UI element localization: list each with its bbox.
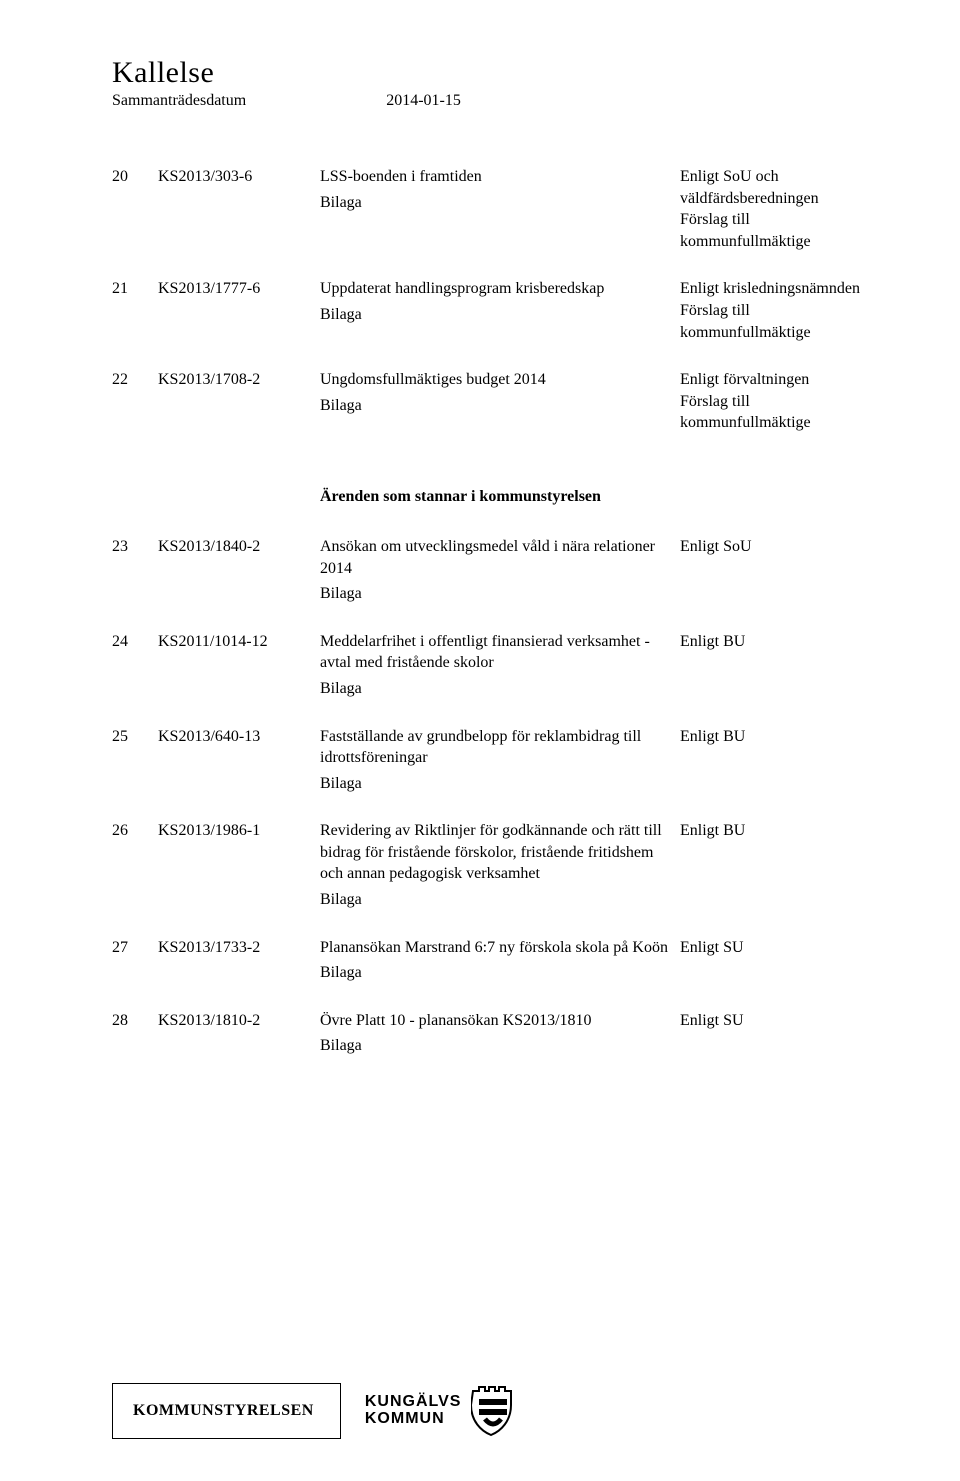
item-title-cell: LSS-boenden i framtiden Bilaga (320, 166, 668, 213)
item-title-cell: Uppdaterat handlingsprogram krisberedska… (320, 278, 668, 325)
item-title: Ansökan om utvecklingsmedel våld i nära … (320, 536, 668, 579)
header-subtitle-label: Sammanträdesdatum (112, 92, 246, 110)
section-heading-row: Ärenden som stannar i kommunstyrelsen (112, 488, 870, 506)
agenda-items: 20 KS2013/303-6 LSS-boenden i framtiden … (112, 166, 870, 1057)
item-right: Enligt BU (680, 726, 870, 748)
item-title: Meddelarfrihet i offentligt finansierad … (320, 631, 668, 674)
item-title-cell: Övre Platt 10 - planansökan KS2013/1810 … (320, 1010, 668, 1057)
item-attachment-label: Bilaga (320, 304, 668, 326)
item-right: Enligt BU (680, 631, 870, 653)
page-footer: KOMMUNSTYRELSEN KUNGÄLVS KOMMUN (112, 1383, 515, 1439)
item-title-cell: Fastställande av grundbelopp för reklamb… (320, 726, 668, 795)
item-attachment-label: Bilaga (320, 192, 668, 214)
item-title: Revidering av Riktlinjer för godkännande… (320, 820, 668, 885)
item-title-cell: Ungdomsfullmäktiges budget 2014 Bilaga (320, 369, 668, 416)
item-reference: KS2013/1810-2 (158, 1010, 308, 1032)
item-right: Enligt förvaltningen Förslag till kommun… (680, 369, 870, 434)
item-title-cell: Revidering av Riktlinjer för godkännande… (320, 820, 668, 910)
item-right: Enligt SU (680, 1010, 870, 1032)
section-heading: Ärenden som stannar i kommunstyrelsen (320, 488, 668, 506)
item-title: Ungdomsfullmäktiges budget 2014 (320, 369, 668, 391)
agenda-row: 20 KS2013/303-6 LSS-boenden i framtiden … (112, 166, 870, 252)
agenda-row: 24 KS2011/1014-12 Meddelarfrihet i offen… (112, 631, 870, 700)
item-number: 21 (112, 278, 146, 300)
item-attachment-label: Bilaga (320, 395, 668, 417)
item-right: Enligt BU (680, 820, 870, 842)
item-attachment-label: Bilaga (320, 773, 668, 795)
municipality-logo: KUNGÄLVS KOMMUN (365, 1385, 516, 1437)
item-number: 20 (112, 166, 146, 188)
header-title: Kallelse (112, 56, 870, 90)
item-reference: KS2013/1708-2 (158, 369, 308, 391)
item-title: Planansökan Marstrand 6:7 ny förskola sk… (320, 937, 668, 959)
item-title: Fastställande av grundbelopp för reklamb… (320, 726, 668, 769)
item-title-cell: Ansökan om utvecklingsmedel våld i nära … (320, 536, 668, 605)
item-attachment-label: Bilaga (320, 583, 668, 605)
item-reference: KS2013/1777-6 (158, 278, 308, 300)
item-right: Enligt SoU och väldfärdsberedningen Förs… (680, 166, 870, 252)
document-header: Kallelse Sammanträdesdatum 2014-01-15 (112, 56, 870, 110)
item-right: Enligt krisledningsnämnden Förslag till … (680, 278, 870, 343)
agenda-row: 23 KS2013/1840-2 Ansökan om utvecklingsm… (112, 536, 870, 605)
item-reference: KS2013/1840-2 (158, 536, 308, 558)
agenda-row: 28 KS2013/1810-2 Övre Platt 10 - planans… (112, 1010, 870, 1057)
item-attachment-label: Bilaga (320, 678, 668, 700)
item-number: 24 (112, 631, 146, 653)
item-number: 28 (112, 1010, 146, 1032)
item-right: Enligt SoU (680, 536, 870, 558)
footer-box: KOMMUNSTYRELSEN (112, 1383, 341, 1439)
agenda-row: 21 KS2013/1777-6 Uppdaterat handlingspro… (112, 278, 870, 343)
agenda-row: 22 KS2013/1708-2 Ungdomsfullmäktiges bud… (112, 369, 870, 434)
agenda-row: 26 KS2013/1986-1 Revidering av Riktlinje… (112, 820, 870, 910)
item-title: LSS-boenden i framtiden (320, 166, 668, 188)
item-title-cell: Planansökan Marstrand 6:7 ny förskola sk… (320, 937, 668, 984)
logo-text: KUNGÄLVS KOMMUN (365, 1394, 462, 1428)
item-number: 25 (112, 726, 146, 748)
header-subtitle-date: 2014-01-15 (386, 92, 461, 110)
item-number: 27 (112, 937, 146, 959)
item-title: Övre Platt 10 - planansökan KS2013/1810 (320, 1010, 668, 1032)
header-subrow: Sammanträdesdatum 2014-01-15 (112, 92, 870, 110)
item-reference: KS2013/303-6 (158, 166, 308, 188)
item-reference: KS2013/1733-2 (158, 937, 308, 959)
page: Kallelse Sammanträdesdatum 2014-01-15 20… (0, 0, 960, 1481)
item-right: Enligt SU (680, 937, 870, 959)
item-title-cell: Meddelarfrihet i offentligt finansierad … (320, 631, 668, 700)
item-number: 26 (112, 820, 146, 842)
item-attachment-label: Bilaga (320, 889, 668, 911)
agenda-row: 27 KS2013/1733-2 Planansökan Marstrand 6… (112, 937, 870, 984)
item-attachment-label: Bilaga (320, 962, 668, 984)
crest-icon (471, 1385, 515, 1437)
item-attachment-label: Bilaga (320, 1035, 668, 1057)
item-reference: KS2011/1014-12 (158, 631, 308, 653)
agenda-row: 25 KS2013/640-13 Fastställande av grundb… (112, 726, 870, 795)
item-number: 23 (112, 536, 146, 558)
item-title: Uppdaterat handlingsprogram krisberedska… (320, 278, 668, 300)
item-reference: KS2013/640-13 (158, 726, 308, 748)
item-reference: KS2013/1986-1 (158, 820, 308, 842)
item-number: 22 (112, 369, 146, 391)
logo-line2: KOMMUN (365, 1411, 462, 1428)
logo-line1: KUNGÄLVS (365, 1394, 462, 1411)
